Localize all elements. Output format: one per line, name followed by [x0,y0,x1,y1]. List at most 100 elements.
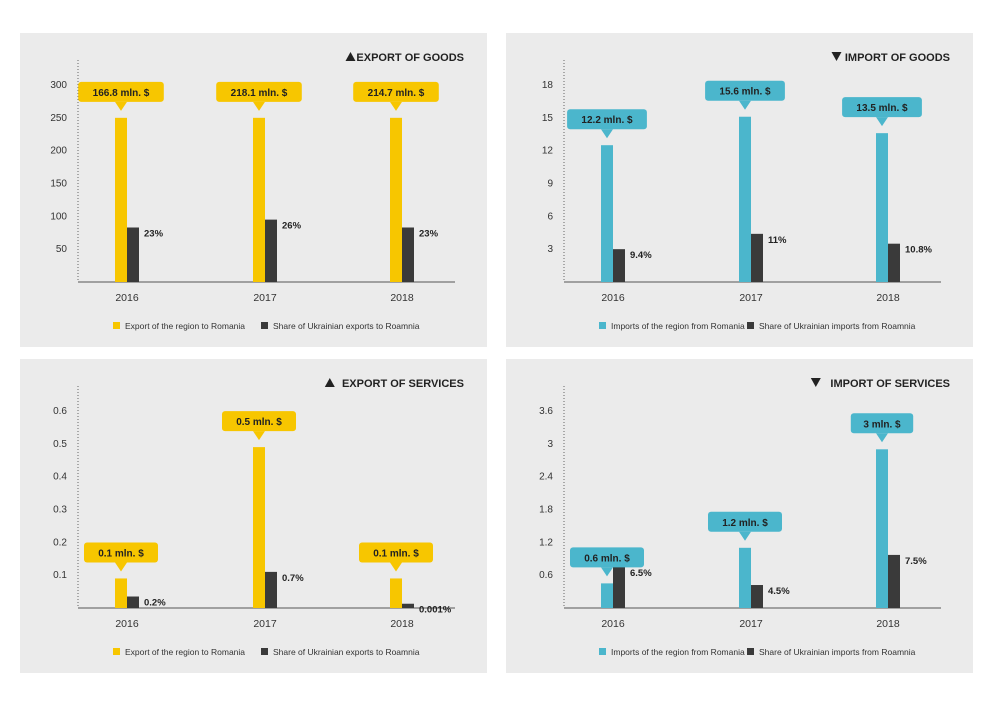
bar-share [265,219,277,282]
share-data-label: 0.7% [282,573,304,584]
triangle-up-icon [345,52,356,61]
x-tick-label: 2017 [253,292,277,304]
y-tick-label: 18 [542,80,554,91]
value-callout-pointer [739,100,751,110]
y-tick-label: 9 [547,179,553,190]
share-data-label: 11% [768,235,787,246]
value-callout-label: 0.1 mln. $ [373,548,419,559]
bar-main [253,117,265,282]
value-callout-label: 3 mln. $ [863,419,901,430]
value-callout-label: 0.6 mln. $ [584,553,630,564]
share-data-label: 6.5% [630,568,652,579]
y-tick-label: 0.3 [53,505,67,516]
value-callout-label: 0.1 mln. $ [98,548,144,559]
legend-label-main: Imports of the region from Romania [611,647,745,657]
legend-swatch-main [113,648,120,655]
share-data-label: 9.4% [630,250,652,261]
chart-export-goods: EXPORT OF GOODS 50 100 150 200 250 300 23% 166.8… [50,52,464,331]
y-tick-label: 100 [50,211,67,222]
y-tick-label: 300 [50,80,67,91]
y-tick-label: 0.5 [53,439,67,450]
value-callout-pointer [253,431,265,441]
x-tick-label: 2018 [876,292,900,304]
chart-import-services: IMPORT OF SERVICES 0.6 1.2 1.8 2.4 3 3.6 6.5%0.… [539,378,950,657]
bar-main [390,578,402,608]
value-callout-box [78,81,164,102]
x-tick-label: 2016 [601,618,625,630]
bar-share [402,603,414,608]
legend-label-main: Export of the region to Romania [125,321,245,331]
legend-swatch-share [261,648,268,655]
value-callout-box [705,80,785,101]
x-tick-label: 2016 [601,292,625,304]
y-tick-label: 200 [50,146,67,157]
value-callout-pointer [876,433,888,443]
value-callout-pointer [115,101,127,111]
legend-label-share: Share of Ukrainian imports from Roamnia [759,321,916,331]
y-tick-label: 150 [50,179,67,190]
bar-share [751,233,763,282]
x-tick-label: 2018 [876,618,900,630]
bar-main [115,578,127,608]
bar-share [265,571,277,608]
bar-main [390,117,402,282]
legend-label-share: Share of Ukrainian exports to Roamnia [273,647,420,657]
share-data-label: 4.5% [768,586,790,597]
x-tick-label: 2018 [390,618,414,630]
y-tick-label: 3 [547,244,553,255]
triangle-up-icon [324,378,335,387]
y-tick-label: 50 [56,244,68,255]
bar-share [751,585,763,608]
legend-label-main: Imports of the region from Romania [611,321,745,331]
share-data-label: 10.8% [905,245,932,256]
panel-export-goods: EXPORT OF GOODS 50 100 150 200 250 300 23% 166.8… [20,33,487,347]
legend-swatch-main [599,322,606,329]
y-tick-label: 3.6 [539,406,553,417]
value-callout-pointer [876,117,888,127]
legend-swatch-main [113,322,120,329]
value-callout-label: 1.2 mln. $ [722,518,768,529]
value-callout-box [353,81,439,102]
legend-label-main: Export of the region to Romania [125,647,245,657]
bar-share [402,227,414,282]
value-callout-label: 0.5 mln. $ [236,417,282,428]
legend-swatch-share [261,322,268,329]
value-callout-pointer [253,101,265,111]
legend-label-share: Share of Ukrainian imports from Roamnia [759,647,916,657]
y-tick-label: 12 [542,146,554,157]
x-tick-label: 2016 [115,292,139,304]
chart-title: IMPORT OF SERVICES [830,378,950,390]
value-callout-label: 218.1 mln. $ [231,88,288,99]
value-callout-pointer [390,562,402,572]
bar-share [888,243,900,282]
value-callout-box [850,413,914,434]
x-tick-label: 2017 [253,618,277,630]
value-callout-pointer [601,567,613,577]
y-tick-label: 6 [547,211,553,222]
share-data-label: 7.5% [905,556,927,567]
value-callout-pointer [115,562,127,572]
bar-main [253,447,265,608]
value-callout-box [359,542,433,563]
bar-main [739,547,751,608]
y-tick-label: 0.6 [53,406,67,417]
bar-main [115,117,127,282]
bar-share [127,227,139,282]
value-callout-box [708,511,782,532]
x-tick-label: 2016 [115,618,139,630]
value-callout-label: 166.8 mln. $ [93,88,150,99]
legend-swatch-main [599,648,606,655]
share-data-label: 0.2% [144,598,166,609]
x-tick-label: 2017 [739,618,763,630]
bar-main [876,133,888,282]
bar-share [888,554,900,608]
bar-main [601,145,613,282]
bar-main [601,583,613,608]
value-callout-box [216,81,302,102]
bar-share [613,566,625,608]
value-callout-label: 15.6 mln. $ [719,87,771,98]
bar-main [739,116,751,282]
legend-swatch-share [747,648,754,655]
value-callout-label: 13.5 mln. $ [856,103,908,114]
panel-import-services: IMPORT OF SERVICES 0.6 1.2 1.8 2.4 3 3.6 6.5% 0.… [506,359,973,673]
